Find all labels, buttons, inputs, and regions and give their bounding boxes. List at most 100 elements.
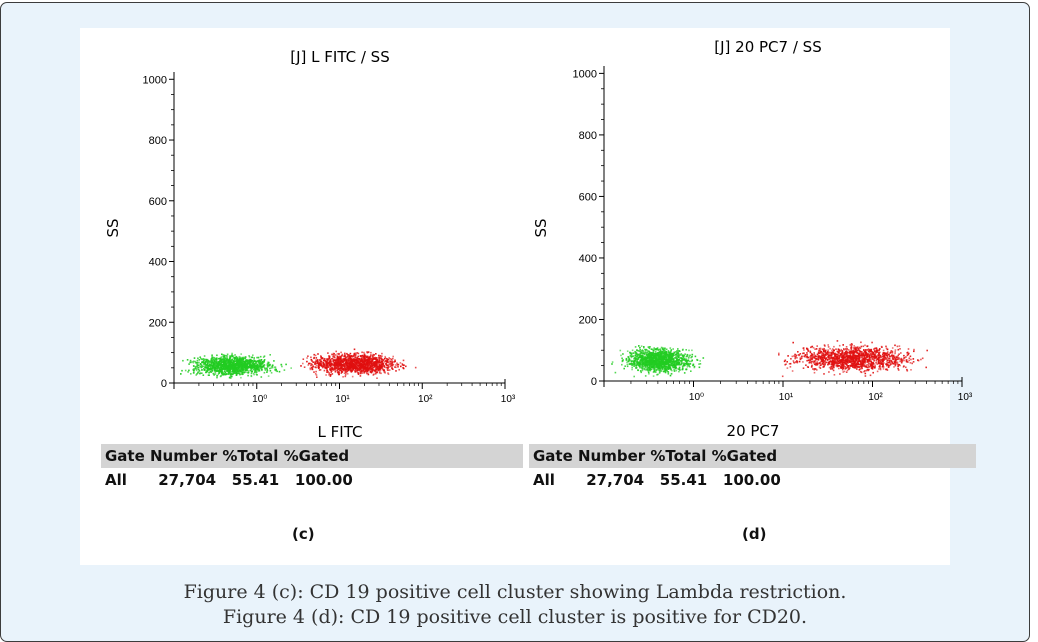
- data-point: [347, 363, 349, 365]
- data-point: [197, 372, 199, 374]
- chart-title: [J] L FITC / SS: [290, 48, 389, 66]
- data-point: [387, 369, 389, 371]
- data-point: [686, 369, 688, 371]
- data-point: [232, 369, 234, 371]
- data-point: [664, 355, 666, 357]
- data-point: [910, 362, 912, 364]
- y-tick-label: 400: [149, 257, 167, 269]
- data-point: [333, 364, 335, 366]
- data-point: [264, 372, 266, 374]
- data-point: [232, 371, 234, 373]
- data-point: [313, 357, 315, 359]
- data-point: [360, 356, 362, 358]
- data-point: [366, 359, 368, 361]
- data-point: [659, 358, 661, 360]
- data-point: [207, 364, 209, 366]
- data-point: [620, 350, 622, 352]
- data-point: [686, 363, 688, 365]
- data-point: [356, 361, 358, 363]
- data-point: [678, 368, 680, 370]
- data-point: [244, 366, 246, 368]
- data-point: [673, 364, 675, 366]
- data-point: [648, 357, 650, 359]
- data-point: [193, 368, 195, 370]
- data-point: [257, 364, 259, 366]
- data-point: [385, 357, 387, 359]
- data-point: [374, 363, 376, 365]
- data-point: [362, 357, 364, 359]
- data-point: [858, 347, 860, 349]
- data-point: [866, 370, 868, 372]
- data-point: [646, 361, 648, 363]
- data-point: [671, 360, 673, 362]
- data-point: [207, 367, 209, 369]
- data-point: [341, 368, 343, 370]
- data-point: [230, 366, 232, 368]
- data-point: [349, 367, 351, 369]
- data-point: [358, 373, 360, 375]
- data-point: [653, 347, 655, 349]
- y-tick-label: 0: [161, 378, 167, 390]
- data-point: [350, 356, 352, 358]
- data-point: [677, 348, 679, 350]
- data-point: [358, 356, 360, 358]
- data-point: [634, 363, 636, 365]
- data-point: [375, 362, 377, 364]
- data-point: [327, 361, 329, 363]
- data-point: [666, 370, 668, 372]
- data-point: [232, 373, 234, 375]
- data-point: [254, 360, 256, 362]
- data-point: [225, 363, 227, 365]
- data-point: [245, 358, 247, 360]
- data-point: [198, 367, 200, 369]
- data-point: [908, 360, 910, 362]
- data-point: [208, 374, 210, 376]
- data-point: [796, 357, 798, 359]
- data-point: [341, 370, 343, 372]
- data-point: [327, 352, 329, 354]
- data-point: [684, 364, 686, 366]
- data-point: [233, 364, 235, 366]
- data-point: [256, 373, 258, 375]
- data-point: [803, 367, 805, 369]
- data-point: [667, 355, 669, 357]
- data-point: [908, 348, 910, 350]
- data-point: [400, 366, 402, 368]
- data-point: [649, 366, 651, 368]
- data-point: [793, 360, 795, 362]
- data-point: [365, 367, 367, 369]
- data-point: [654, 359, 656, 361]
- data-point: [271, 367, 273, 369]
- data-point: [660, 367, 662, 369]
- data-point: [645, 356, 647, 358]
- data-point: [222, 373, 224, 375]
- data-point: [677, 364, 679, 366]
- data-point: [204, 361, 206, 363]
- data-point: [258, 369, 260, 371]
- data-point: [322, 363, 324, 365]
- data-point: [228, 369, 230, 371]
- data-point: [846, 371, 848, 373]
- data-point: [669, 355, 671, 357]
- data-point: [333, 359, 335, 361]
- data-point: [676, 361, 678, 363]
- data-point: [356, 371, 358, 373]
- data-point: [383, 371, 385, 373]
- data-point: [261, 376, 263, 378]
- data-point: [663, 361, 665, 363]
- data-point: [361, 352, 363, 354]
- data-point: [221, 363, 223, 365]
- data-point: [657, 374, 659, 376]
- data-point: [319, 362, 321, 364]
- data-point: [373, 354, 375, 356]
- data-point: [922, 358, 924, 360]
- data-point: [215, 364, 217, 366]
- data-point: [332, 373, 334, 375]
- data-point: [693, 364, 695, 366]
- data-point: [190, 373, 192, 375]
- data-point: [354, 371, 356, 373]
- data-point: [856, 368, 858, 370]
- data-point: [231, 368, 233, 370]
- data-point: [207, 371, 209, 373]
- data-point: [210, 371, 212, 373]
